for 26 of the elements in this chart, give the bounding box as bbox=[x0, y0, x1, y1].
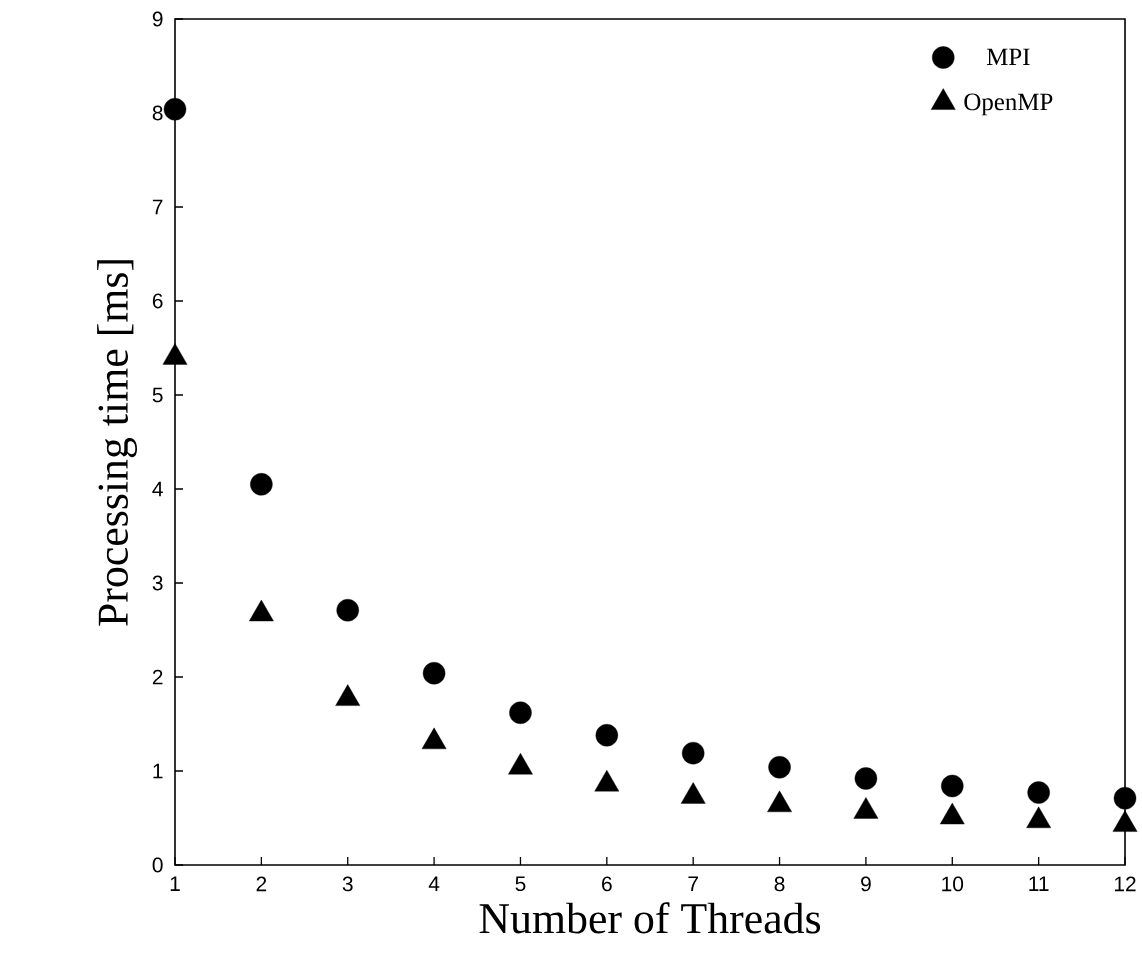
x-axis-title: Number of Threads bbox=[479, 902, 821, 934]
x-tick-label: 3 bbox=[342, 876, 353, 892]
y-tick-label: 3 bbox=[152, 575, 163, 591]
x-tick-label: 2 bbox=[256, 876, 267, 892]
y-tick-label: 7 bbox=[152, 199, 163, 215]
x-tick-label: 4 bbox=[428, 876, 440, 891]
y-tick-label: 5 bbox=[152, 387, 163, 403]
x-tick-label: 7 bbox=[688, 876, 698, 891]
y-tick-label: 8 bbox=[152, 105, 163, 121]
y-tick-label: 4 bbox=[152, 481, 163, 497]
x-tick-label: 6 bbox=[602, 876, 612, 892]
x-tick-label: 5 bbox=[515, 876, 526, 892]
y-tick-label: 2 bbox=[152, 669, 163, 685]
legend-label: OpenMP bbox=[964, 93, 1053, 116]
y-tick-label: 6 bbox=[152, 293, 163, 309]
y-axis-title: Processing time [ms] bbox=[97, 260, 137, 626]
x-tick-label: 1 bbox=[170, 876, 180, 891]
x-tick-label: 11 bbox=[1029, 876, 1049, 891]
y-tick-label: 0 bbox=[152, 857, 163, 873]
y-tick-label: 9 bbox=[152, 11, 163, 27]
legend-label: MPI bbox=[986, 48, 1030, 65]
x-tick-label: 10 bbox=[942, 876, 964, 892]
x-tick-label: 8 bbox=[774, 876, 785, 892]
y-tick-label: 1 bbox=[153, 763, 163, 779]
x-tick-label: 9 bbox=[861, 876, 871, 892]
x-tick-label: 12 bbox=[1114, 876, 1136, 892]
